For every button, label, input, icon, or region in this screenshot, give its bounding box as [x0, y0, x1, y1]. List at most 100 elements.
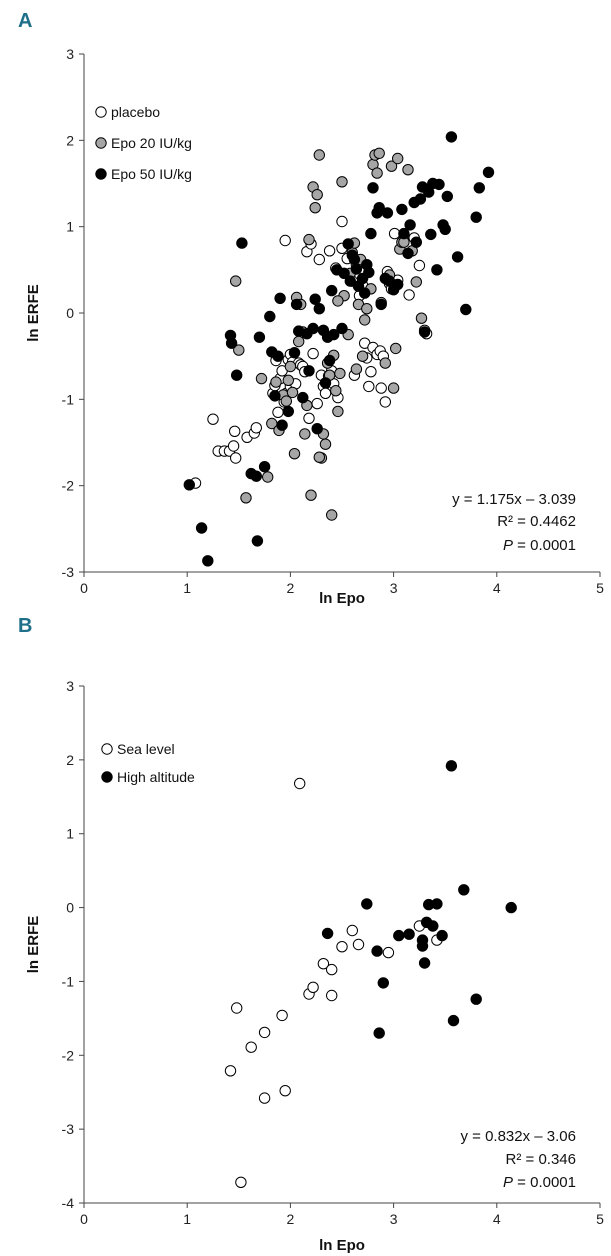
panel-b-chart: B -4 -3 -2 -1 0 1 2 3 0 1 2 3 4 5 ln ERFE ln Epo Sea…: [18, 615, 604, 1254]
data-point-sea-level: [235, 1176, 247, 1189]
y-tick-label: 2: [66, 752, 74, 768]
data-point-sea-level: [224, 1065, 237, 1077]
panel-a-legend: placebo Epo 20 IU/kg Epo 50 IU/kg: [95, 104, 192, 182]
data-point-epo-50-iu-kg: [321, 331, 334, 343]
data-point-epo-50-iu-kg: [236, 237, 248, 249]
panel-a-p-value: P = 0.0001: [503, 537, 576, 554]
data-point-epo-50-iu-kg: [250, 470, 262, 482]
data-point-epo-50-iu-kg: [231, 369, 243, 381]
data-point-epo-50-iu-kg: [282, 405, 294, 418]
data-point-epo-20-iu-kg: [387, 382, 400, 394]
data-point-epo-20-iu-kg: [385, 160, 398, 172]
data-point-epo-50-iu-kg: [418, 326, 431, 338]
data-point-epo-50-iu-kg: [431, 264, 443, 276]
data-point-epo-20-iu-kg: [313, 451, 325, 463]
y-tick-label: 1: [66, 219, 74, 235]
data-point-sea-level: [276, 1009, 288, 1022]
data-point-epo-20-iu-kg: [255, 372, 268, 385]
panel-b-regression-annotation: y = 0.832x – 3.06 R² = 0.346 P = 0.0001: [460, 1128, 576, 1191]
data-point-high-altitude: [458, 884, 470, 896]
data-point-epo-20-iu-kg: [392, 152, 404, 165]
y-tick-label: 2: [66, 132, 74, 148]
y-tick-label: -1: [62, 973, 75, 989]
panel-b-y-axis-title: ln ERFE: [25, 916, 42, 974]
data-point-epo-50-iu-kg: [398, 227, 410, 240]
panel-b-x-axis-title: ln Epo: [319, 1237, 365, 1254]
data-point-epo-50-iu-kg: [251, 535, 264, 547]
data-point-epo-20-iu-kg: [305, 489, 317, 501]
y-tick-label: -3: [62, 1121, 75, 1137]
data-point-placebo: [307, 347, 319, 360]
data-point-epo-50-iu-kg: [319, 377, 332, 389]
data-point-epo-20-iu-kg: [356, 350, 369, 362]
x-tick-label: 4: [493, 1211, 501, 1227]
panel-b-p-value: P = 0.0001: [503, 1174, 576, 1191]
data-point-high-altitude: [377, 977, 389, 989]
panel-a-p-number: = 0.0001: [513, 537, 576, 554]
data-point-epo-20-iu-kg: [309, 202, 321, 214]
data-point-high-altitude: [361, 898, 373, 910]
data-point-epo-50-iu-kg: [367, 182, 379, 194]
x-tick-label: 3: [390, 1211, 398, 1227]
data-point-high-altitude: [416, 940, 429, 952]
legend-label: Sea level: [117, 741, 175, 757]
data-point-epo-50-iu-kg: [473, 182, 485, 194]
data-point-epo-50-iu-kg: [195, 522, 208, 534]
panel-b-p-number: = 0.0001: [513, 1174, 576, 1191]
x-tick-label: 0: [80, 580, 88, 596]
y-tick-label: 0: [66, 900, 74, 916]
data-point-epo-50-iu-kg: [375, 298, 387, 311]
data-point-epo-20-iu-kg: [303, 233, 315, 246]
data-point-placebo: [230, 452, 242, 464]
data-point-high-altitude: [427, 920, 439, 932]
data-point-epo-50-iu-kg: [313, 303, 325, 315]
data-point-epo-50-iu-kg: [258, 461, 271, 473]
data-point-sea-level: [294, 777, 306, 790]
panel-a-x-ticks: 0 1 2 3 4 5: [80, 572, 604, 596]
data-point-epo-50-iu-kg: [445, 131, 458, 143]
y-tick-label: -2: [62, 1047, 75, 1063]
data-point-epo-50-iu-kg: [460, 303, 472, 316]
data-point-epo-50-iu-kg: [307, 322, 319, 335]
data-point-placebo: [379, 396, 391, 408]
data-point-sea-level: [231, 1002, 243, 1014]
data-point-epo-50-iu-kg: [425, 228, 437, 241]
data-point-epo-50-iu-kg: [451, 251, 464, 263]
data-point-epo-20-iu-kg: [410, 276, 422, 288]
panel-a-regression-annotation: y = 1.175x – 3.039 R² = 0.4462 P = 0.000…: [452, 491, 576, 554]
data-point-epo-50-iu-kg: [439, 223, 451, 236]
legend-label: Epo 50 IU/kg: [111, 166, 192, 182]
data-point-high-altitude: [447, 1014, 460, 1027]
data-point-epo-20-iu-kg: [361, 303, 373, 315]
legend-marker: [101, 771, 113, 783]
data-point-sea-level: [336, 941, 348, 953]
data-point-placebo: [363, 380, 375, 393]
data-point-high-altitude: [393, 929, 405, 942]
data-point-epo-20-iu-kg: [319, 438, 332, 450]
data-point-epo-50-iu-kg: [274, 292, 286, 304]
data-point-epo-50-iu-kg: [404, 219, 416, 231]
data-point-epo-20-iu-kg: [282, 374, 294, 386]
data-point-placebo: [375, 382, 387, 394]
data-point-sea-level: [317, 958, 330, 970]
data-point-epo-50-iu-kg: [402, 247, 414, 260]
panel-a-x-axis-title: ln Epo: [319, 590, 365, 607]
y-tick-label: -1: [62, 391, 75, 407]
y-tick-label: -2: [62, 478, 75, 494]
data-point-epo-50-iu-kg: [365, 227, 377, 240]
data-point-placebo: [413, 259, 426, 272]
data-point-sea-level: [258, 1026, 271, 1039]
panel-b-equation: y = 0.832x – 3.06: [460, 1128, 576, 1145]
data-point-epo-50-iu-kg: [342, 238, 354, 250]
data-point-epo-50-iu-kg: [272, 350, 284, 362]
data-point-epo-50-iu-kg: [326, 284, 338, 297]
data-point-high-altitude: [403, 928, 415, 940]
data-point-high-altitude: [431, 898, 443, 910]
panel-a-r-squared: R² = 0.4462: [497, 513, 576, 530]
data-point-epo-50-iu-kg: [482, 166, 495, 179]
data-point-epo-20-iu-kg: [286, 386, 299, 399]
data-point-epo-50-iu-kg: [392, 278, 404, 291]
data-point-epo-20-iu-kg: [359, 314, 371, 326]
data-point-epo-50-iu-kg: [225, 337, 238, 349]
data-point-epo-50-iu-kg: [323, 354, 336, 367]
